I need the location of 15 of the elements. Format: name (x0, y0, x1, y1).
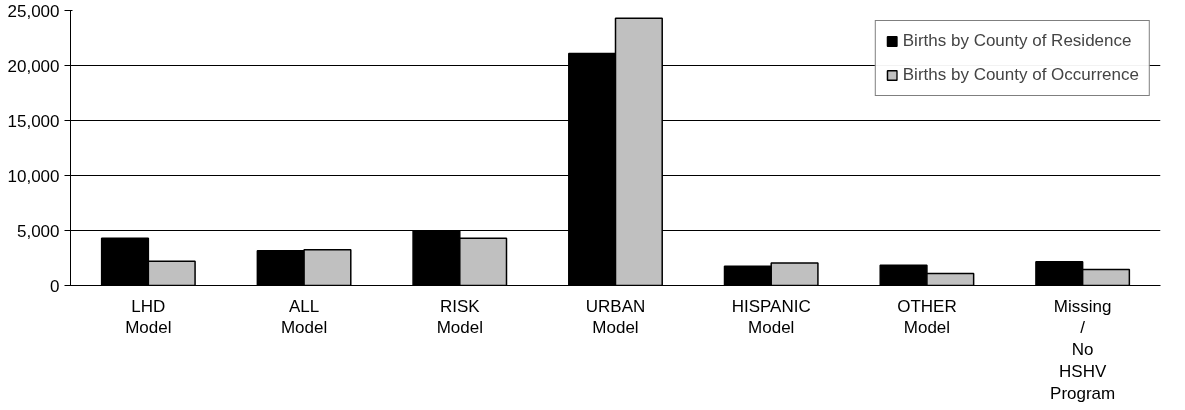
y-tick-label: 15,000 (7, 111, 60, 131)
y-tick-label: 20,000 (7, 56, 60, 76)
x-tick-label: LHD Model (125, 296, 172, 338)
x-tick-label: RISK Model (436, 296, 483, 338)
x-tick-label: HISPANIC Model (731, 296, 811, 338)
legend-label: Births by County of Occurrence (902, 65, 1139, 85)
y-tick-label: 5,000 (16, 221, 60, 241)
y-tick-label: 25,000 (7, 1, 60, 21)
x-tick-label: Missing / No HSHV Program (1050, 296, 1116, 403)
y-tick-label: 10,000 (7, 166, 60, 186)
legend-label: Births by County of Residence (902, 31, 1132, 51)
x-tick-label: URBAN Model (585, 296, 646, 338)
x-tick-label: OTHER Model (897, 296, 957, 338)
y-tick-label: 0 (50, 276, 60, 296)
x-tick-label: ALL Model (280, 296, 328, 338)
